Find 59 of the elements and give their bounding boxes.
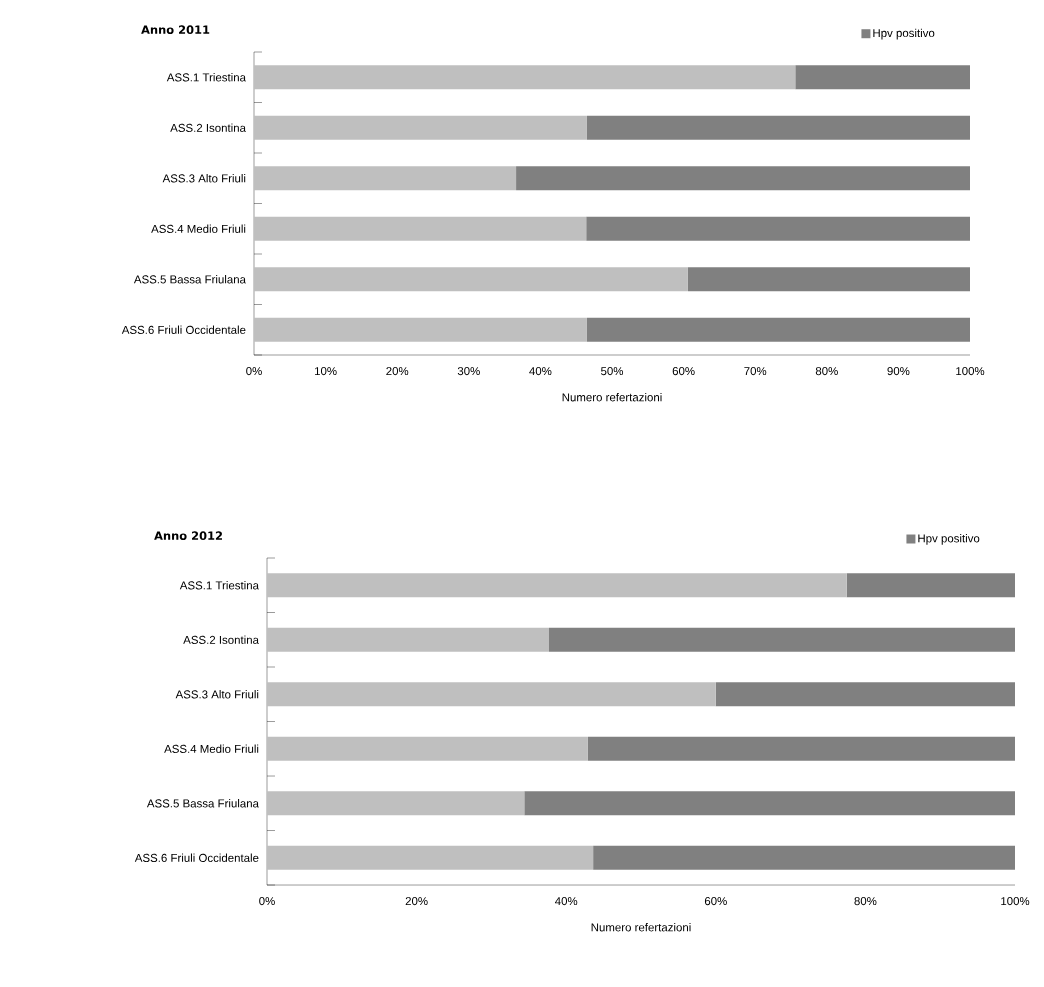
x-tick-label: 100% <box>956 367 985 376</box>
x-tick-label: 40% <box>529 367 552 376</box>
bar <box>549 627 1016 652</box>
x-tick-label: 0% <box>259 897 275 906</box>
bar <box>254 317 587 342</box>
x-tick-label: 10% <box>315 367 337 376</box>
bar <box>687 267 971 292</box>
x-axis-title: Numero refertazioni <box>591 922 691 932</box>
bar <box>254 166 517 191</box>
y-tick-label: ASS.1 Triestina <box>179 581 259 590</box>
bar <box>267 627 549 652</box>
y-tick-label: ASS.1 Triestina <box>166 73 246 82</box>
legend-label: Hpv positivo <box>918 534 980 545</box>
bar <box>586 115 971 140</box>
x-tick-label: 50% <box>600 367 624 376</box>
bar <box>587 736 1016 761</box>
bar <box>267 573 847 598</box>
x-axis-title: Numero refertazioni <box>562 392 662 402</box>
x-tick-label: 0% <box>246 367 262 376</box>
bar <box>516 166 971 191</box>
bar <box>254 65 796 90</box>
bar <box>254 216 587 241</box>
x-tick-label: 60% <box>704 897 727 906</box>
y-tick-label: ASS.5 Bassa Friulana <box>146 799 259 808</box>
bar <box>846 573 1016 598</box>
legend-label: Hpv positivo <box>873 28 935 40</box>
x-tick-label: 70% <box>744 367 767 376</box>
bar <box>267 682 716 707</box>
bar <box>267 845 594 870</box>
chart-title: Anno 2011 <box>141 25 210 34</box>
x-tick-label: 80% <box>815 367 838 376</box>
x-tick-label: 100% <box>1001 897 1030 906</box>
bar <box>586 317 971 342</box>
y-tick-label: ASS.5 Bassa Friulana <box>133 275 246 284</box>
y-tick-label: ASS.3 Alto Friuli <box>175 690 259 699</box>
bar <box>524 791 1016 816</box>
bar <box>586 216 971 241</box>
bar <box>267 736 588 761</box>
x-tick-label: 80% <box>854 897 877 906</box>
bar <box>593 845 1016 870</box>
x-tick-label: 90% <box>887 367 910 376</box>
bar <box>254 115 587 140</box>
y-tick-label: ASS.4 Medio Friuli <box>164 744 259 753</box>
x-tick-label: 60% <box>672 367 695 376</box>
bar <box>715 682 1016 707</box>
bar <box>795 65 971 90</box>
x-tick-label: 20% <box>386 367 409 376</box>
x-tick-label: 30% <box>457 367 480 376</box>
x-tick-label: 40% <box>555 897 578 906</box>
chart-title: Anno 2012 <box>154 531 222 541</box>
y-tick-label: ASS.4 Medio Friuli <box>151 224 246 233</box>
y-tick-label: ASS.3 Alto Friuli <box>162 174 246 183</box>
y-tick-label: ASS.2 Isontina <box>170 123 246 132</box>
x-tick-label: 20% <box>405 897 428 906</box>
y-tick-label: ASS.6 Friuli Occidentale <box>134 853 259 862</box>
bar <box>267 791 525 816</box>
y-tick-label: ASS.6 Friuli Occidentale <box>121 325 246 334</box>
bar <box>254 267 688 292</box>
y-tick-label: ASS.2 Isontina <box>183 635 259 644</box>
